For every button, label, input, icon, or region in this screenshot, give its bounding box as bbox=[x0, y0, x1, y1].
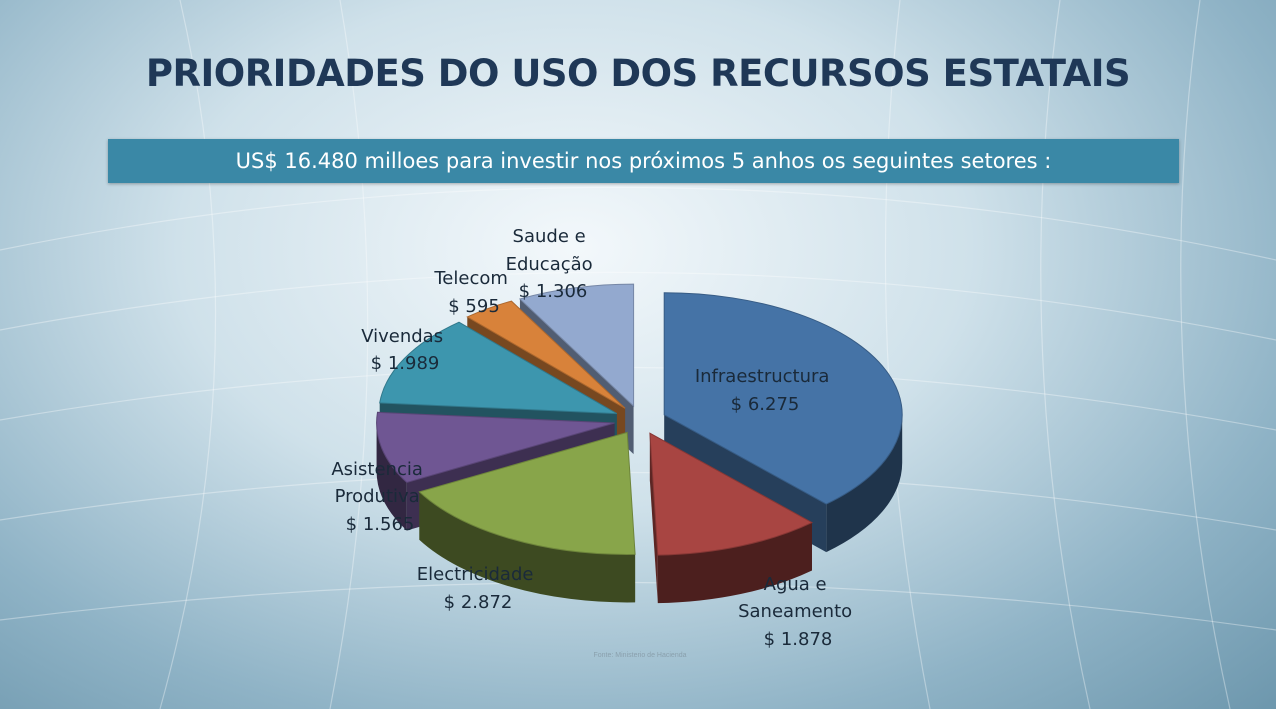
pie-side-agua-e-saneamento bbox=[657, 522, 812, 604]
label-vivendas-value: $ 1.989 bbox=[371, 353, 440, 374]
label-asistencia-value: $ 1.565 bbox=[346, 514, 415, 535]
label-telecom-value: $ 595 bbox=[448, 296, 500, 317]
label-telecom-name: Telecom bbox=[433, 268, 508, 289]
label-infraestructura-name: Infraestructura bbox=[695, 366, 830, 387]
label-vivendas: Vivendas $ 1.989 bbox=[361, 326, 449, 374]
pie-slice-saude-e-educa-o bbox=[518, 283, 635, 408]
label-infraestructura: Infraestructura $ 6.275 bbox=[695, 366, 835, 415]
source-note: Fonte: Ministerio de Hacienda bbox=[594, 652, 687, 659]
subtitle-text: US$ 16.480 milloes para investir nos pró… bbox=[235, 149, 1052, 173]
pie-slice-agua-e-saneamento bbox=[649, 432, 814, 556]
subtitle-banner: US$ 16.480 milloes para investir nos pró… bbox=[108, 139, 1179, 183]
label-infraestructura-value: $ 6.275 bbox=[731, 394, 800, 415]
pie-slice-vivendas bbox=[379, 321, 618, 415]
pie-slice-asistencia-produtiva bbox=[376, 411, 615, 483]
label-saude: Saude e Educação $ 1.306 bbox=[506, 226, 599, 302]
page-title: PRIORIDADES DO USO DOS RECURSOS ESTATAIS bbox=[145, 52, 1131, 95]
label-electricidade-name: Electricidade bbox=[417, 564, 534, 585]
label-asistencia: Asistencia Produtiva $ 1.565 bbox=[331, 459, 428, 535]
pie-side-infraestructura bbox=[826, 414, 903, 553]
pie-slice-telecom bbox=[466, 300, 626, 409]
label-telecom: Telecom $ 595 bbox=[433, 268, 513, 317]
label-agua-value: $ 1.878 bbox=[764, 629, 833, 650]
label-vivendas-name: Vivendas bbox=[361, 326, 443, 347]
pie-slice-infraestructura bbox=[663, 292, 903, 505]
label-saude-value: $ 1.306 bbox=[519, 281, 588, 302]
pie-side-asistencia-produtiva bbox=[376, 422, 407, 531]
label-electricidade: Electricidade $ 2.872 bbox=[417, 564, 539, 613]
pie-side-electricidade bbox=[419, 491, 636, 603]
pie-slice-electricidade bbox=[418, 431, 636, 555]
label-agua: Agua e Saneamento $ 1.878 bbox=[738, 574, 858, 650]
label-electricidade-value: $ 2.872 bbox=[444, 592, 513, 613]
